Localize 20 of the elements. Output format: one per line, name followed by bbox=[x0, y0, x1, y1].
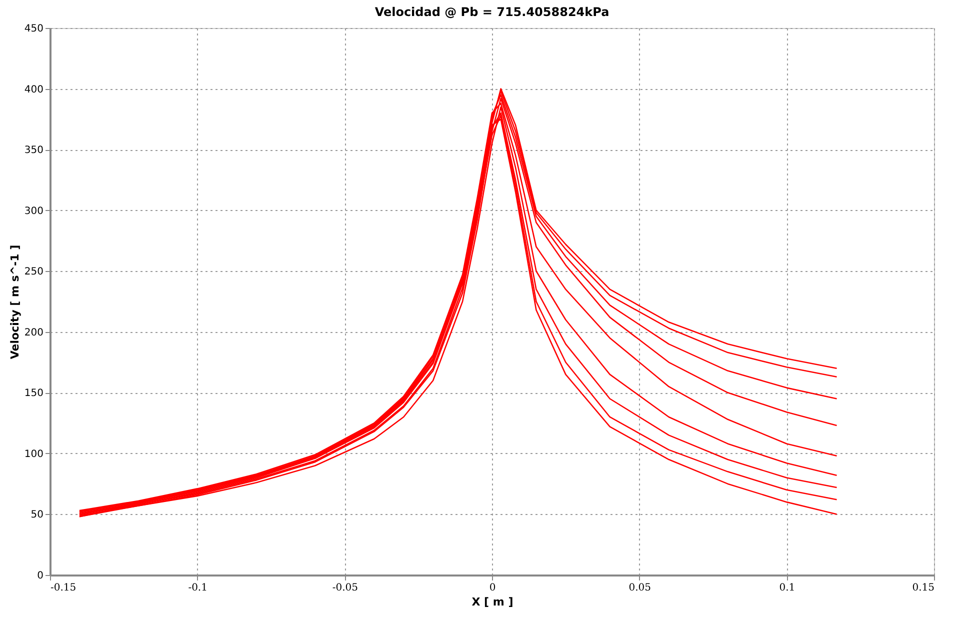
chart-title: Velocidad @ Pb = 715.4058824kPa bbox=[374, 5, 610, 19]
y-tick-label: 50 bbox=[30, 510, 44, 521]
x-tick-label: -0.05 bbox=[332, 582, 358, 594]
x-tick-label: 0.05 bbox=[628, 582, 651, 594]
x-tick-label: 0.15 bbox=[912, 582, 934, 594]
x-axis-title: X [ m ] bbox=[472, 596, 514, 608]
x-tick-label: 0.1 bbox=[779, 582, 796, 594]
y-axis-title: Velocity [ m s^-1 ] bbox=[8, 244, 22, 360]
x-tick-label: -0.15 bbox=[50, 582, 76, 594]
y-tick-label: 200 bbox=[24, 327, 44, 338]
y-tick-label: 400 bbox=[24, 84, 44, 96]
y-tick-label: 350 bbox=[24, 145, 44, 156]
y-tick-label: 150 bbox=[24, 388, 44, 400]
y-tick-label: 100 bbox=[24, 448, 44, 460]
x-tick-label: -0.1 bbox=[188, 582, 208, 594]
y-tick-label: 0 bbox=[37, 570, 44, 582]
y-tick-label: 300 bbox=[24, 206, 44, 217]
y-tick-label: 450 bbox=[24, 24, 44, 34]
x-tick-label: 0 bbox=[489, 582, 496, 594]
y-tick-label: 250 bbox=[24, 266, 44, 278]
